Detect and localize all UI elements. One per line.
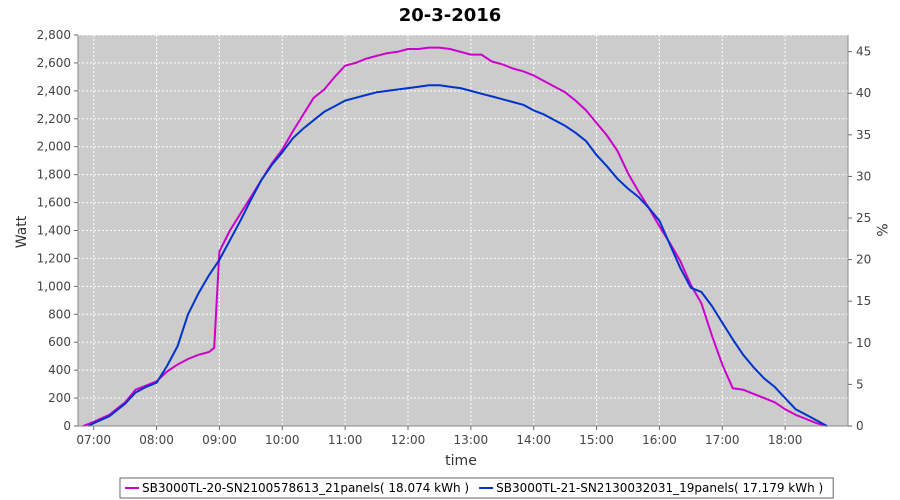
y-tick-label: 1,000 <box>37 279 71 293</box>
y2-tick-label: 30 <box>856 169 871 183</box>
x-tick-label: 16:00 <box>642 433 677 447</box>
y2-tick-label: 15 <box>856 294 871 308</box>
x-tick-label: 11:00 <box>328 433 363 447</box>
y2-tick-label: 40 <box>856 86 871 100</box>
y2-tick-label: 0 <box>856 419 864 433</box>
y2-tick-label: 20 <box>856 253 871 267</box>
x-tick-label: 08:00 <box>139 433 174 447</box>
y2-axis-title: % <box>873 223 889 236</box>
y2-tick-label: 45 <box>856 45 871 59</box>
x-tick-label: 12:00 <box>391 433 426 447</box>
y-tick-label: 800 <box>48 307 71 321</box>
y2-tick-label: 25 <box>856 211 871 225</box>
x-tick-label: 15:00 <box>579 433 614 447</box>
legend-box <box>119 477 834 499</box>
x-tick-label: 17:00 <box>705 433 740 447</box>
y-tick-label: 2,600 <box>37 56 71 70</box>
y2-tick-label: 35 <box>856 128 871 142</box>
x-tick-label: 13:00 <box>454 433 489 447</box>
axes: 02004006008001,0001,2001,4001,6001,8002,… <box>37 28 872 447</box>
series-line-2 <box>88 84 828 427</box>
y-tick-label: 200 <box>48 391 71 405</box>
y2-tick-label: 10 <box>856 336 871 350</box>
y-tick-label: 2,000 <box>37 140 71 154</box>
series-lines <box>82 46 828 427</box>
x-tick-label: 09:00 <box>202 433 237 447</box>
y-axis-title: Watt <box>14 215 30 248</box>
y-tick-label: 1,800 <box>37 168 71 182</box>
chart-title: 20-3-2016 <box>399 5 502 26</box>
y-tick-label: 400 <box>48 363 71 377</box>
y-tick-label: 2,400 <box>37 84 71 98</box>
y-tick-label: 1,200 <box>37 251 71 265</box>
y-tick-label: 0 <box>63 419 71 433</box>
y-tick-label: 2,200 <box>37 112 71 126</box>
legend-label-2: SB3000TL-21-SN2130032031_19panels( 17.17… <box>496 481 823 495</box>
y-tick-label: 2,800 <box>37 28 71 42</box>
y2-tick-label: 5 <box>856 377 864 391</box>
series-line-1 <box>82 46 828 427</box>
x-axis-title: time <box>445 453 477 469</box>
x-tick-label: 07:00 <box>76 433 111 447</box>
x-tick-label: 18:00 <box>768 433 803 447</box>
x-tick-label: 14:00 <box>516 433 551 447</box>
legend: SB3000TL-20-SN2100578613_21panels( 18.07… <box>119 477 834 499</box>
x-tick-label: 10:00 <box>265 433 300 447</box>
legend-label-1: SB3000TL-20-SN2100578613_21panels( 18.07… <box>142 481 469 495</box>
y-tick-label: 600 <box>48 335 71 349</box>
y-tick-label: 1,400 <box>37 224 71 238</box>
y-tick-label: 1,600 <box>37 196 71 210</box>
grid-lines <box>78 34 848 426</box>
